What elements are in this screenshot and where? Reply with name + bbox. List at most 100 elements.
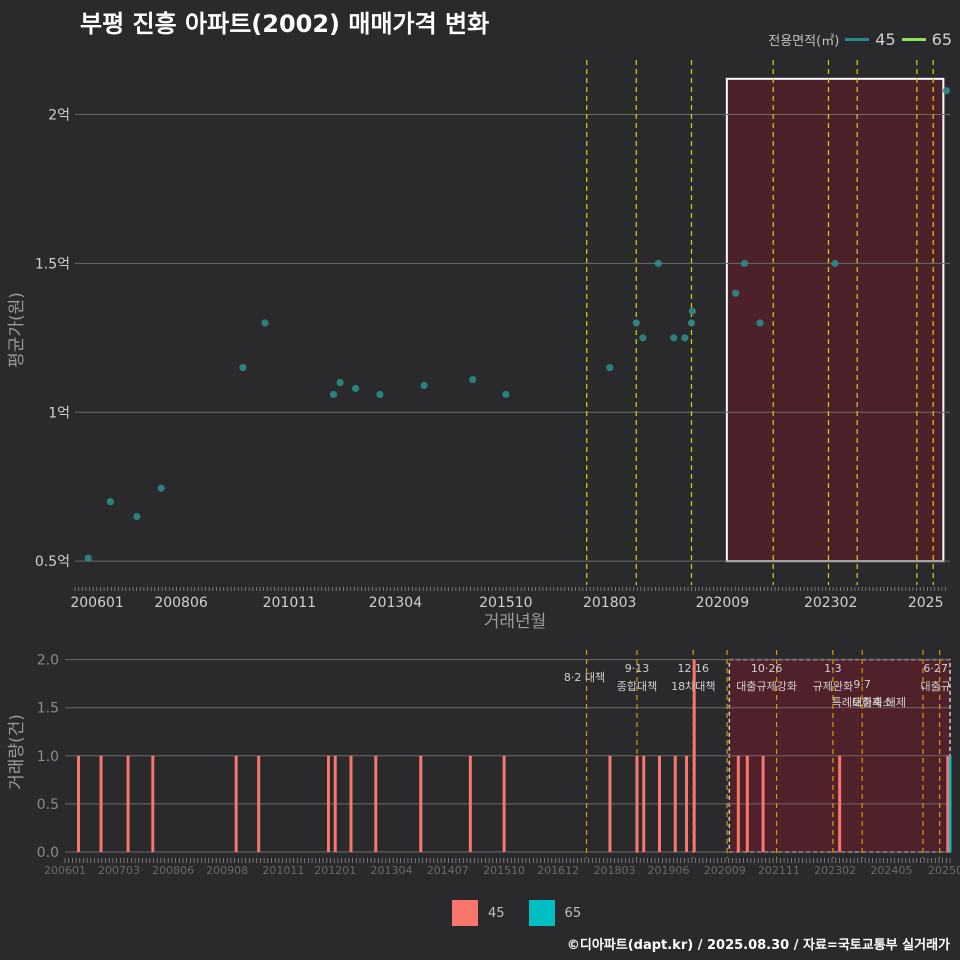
y-tick-label-bottom: 2.0 [37, 653, 59, 669]
highlight-box-top [725, 77, 945, 563]
y-axis-label-top: 평균가(원) [7, 292, 27, 368]
legend-label-45: 45 [875, 30, 896, 49]
y-tick-label-top: 0.5억 [35, 554, 70, 570]
x-tick-label-bottom: 200908 [206, 864, 248, 877]
y-tick-label-bottom: 1.0 [37, 749, 59, 765]
policy-sublabel: 규제완화 [813, 680, 853, 693]
bar-45 [151, 755, 155, 852]
bottom-legend-label-65: 65 [564, 905, 582, 921]
chart-title: 부평 진흥 아파트(2002) 매매가격 변화 [80, 10, 490, 38]
x-tick-label-bottom: 202111 [758, 864, 800, 877]
legend-swatch-45 [845, 38, 870, 41]
x-tick-label-bottom: 201803 [593, 864, 635, 877]
data-point-45 [632, 319, 640, 327]
bar-45 [946, 755, 950, 852]
policy-label: 6·27 [923, 662, 948, 675]
x-tick-label-bottom: 201510 [483, 864, 525, 877]
data-point-45 [942, 87, 951, 95]
data-point-45 [670, 334, 678, 342]
bottom-legend-label-45: 45 [488, 905, 505, 921]
bar-45 [257, 755, 261, 852]
data-point-45 [106, 498, 114, 506]
x-tick-label-bottom: 201304 [371, 864, 413, 877]
y-tick-label-top: 2억 [48, 108, 70, 124]
policy-sublabel: 대출규제강화 [736, 680, 797, 693]
bottom-legend-swatch-45 [452, 900, 478, 926]
x-tick-label-bottom: 201906 [648, 864, 690, 877]
data-point-45 [469, 375, 477, 384]
x-tick-label-top: 202302 [804, 595, 857, 611]
x-tick-label-top: 200601 [70, 595, 123, 611]
data-point-45 [261, 319, 269, 327]
x-tick-label-bottom: 200806 [152, 864, 194, 877]
bar-65 [949, 755, 952, 852]
data-point-45 [740, 259, 749, 268]
x-tick-label-top: 2025 [908, 595, 944, 611]
x-tick-label-bottom: 202405 [870, 864, 912, 877]
x-tick-label-bottom: 202302 [814, 864, 856, 877]
x-tick-label-bottom: 201612 [537, 864, 579, 877]
policy-label: 9·13 [625, 662, 650, 675]
bar-45 [658, 755, 662, 852]
data-point-45 [376, 390, 384, 399]
data-point-45 [639, 334, 647, 342]
policy-sublabel: 토허제 해제 [852, 695, 906, 709]
y-axis-label-bottom: 거래량(건) [7, 714, 27, 790]
bar-45 [838, 755, 842, 852]
data-point-45 [654, 259, 662, 268]
data-point-45 [688, 307, 696, 315]
x-axis-label-top: 거래년월 [484, 612, 547, 632]
data-point-45 [420, 381, 428, 390]
x-tick-label-top: 201304 [369, 595, 423, 611]
data-point-45 [84, 554, 92, 562]
data-point-45 [352, 384, 360, 393]
bar-45 [673, 755, 677, 852]
data-point-45 [157, 484, 165, 492]
data-point-45 [831, 259, 839, 268]
policy-sublabel: 특례대출축소 [832, 696, 893, 709]
y-tick-label-top: 1억 [48, 405, 70, 421]
bar-45 [685, 755, 689, 852]
bar-45 [374, 755, 378, 852]
bar-45 [635, 755, 639, 852]
y-tick-label-bottom: 0.0 [37, 845, 59, 861]
policy-label: 1·3 [824, 662, 842, 675]
policy-sublabel: 대출규 [920, 680, 950, 693]
x-tick-label-bottom: 20250 [928, 864, 960, 877]
data-point-45 [687, 319, 696, 327]
bar-45 [692, 659, 696, 852]
x-tick-label-top: 201011 [263, 595, 316, 611]
x-tick-label-top: 201510 [479, 595, 532, 611]
data-point-45 [133, 512, 141, 521]
bar-45 [77, 755, 81, 852]
data-point-45 [329, 390, 338, 399]
legend-label-65: 65 [931, 30, 952, 49]
bar-45 [349, 755, 353, 852]
bar-45 [126, 755, 130, 852]
x-tick-label-bottom: 201201 [314, 864, 356, 877]
legend-swatch-65 [901, 38, 926, 41]
footer-credit: ©디아파트(dapt.kr) / 2025.08.30 / 자료=국토교통부 실… [566, 938, 950, 953]
bar-45 [468, 755, 472, 852]
bar-45 [736, 755, 740, 852]
y-tick-label-top: 1.5억 [35, 256, 70, 272]
x-tick-label-bottom: 200703 [98, 864, 140, 877]
y-tick-label-bottom: 0.5 [37, 797, 59, 813]
bottom-legend-swatch-65 [528, 900, 555, 926]
x-tick-label-top: 200806 [154, 595, 208, 611]
policy-label: 9·7 [853, 678, 871, 691]
data-point-45 [502, 390, 510, 399]
data-point-45 [239, 364, 247, 372]
bar-45 [745, 755, 749, 852]
policy-label: 10·26 [751, 662, 783, 675]
policy-label: 8·2 대책 [564, 671, 605, 684]
data-point-45 [732, 289, 740, 297]
bar-45 [234, 755, 238, 852]
bar-45 [502, 755, 506, 852]
policy-label: 12·16 [678, 662, 710, 675]
data-point-45 [606, 364, 614, 372]
bar-45 [326, 755, 330, 852]
bar-45 [419, 755, 423, 852]
bar-45 [642, 755, 646, 852]
